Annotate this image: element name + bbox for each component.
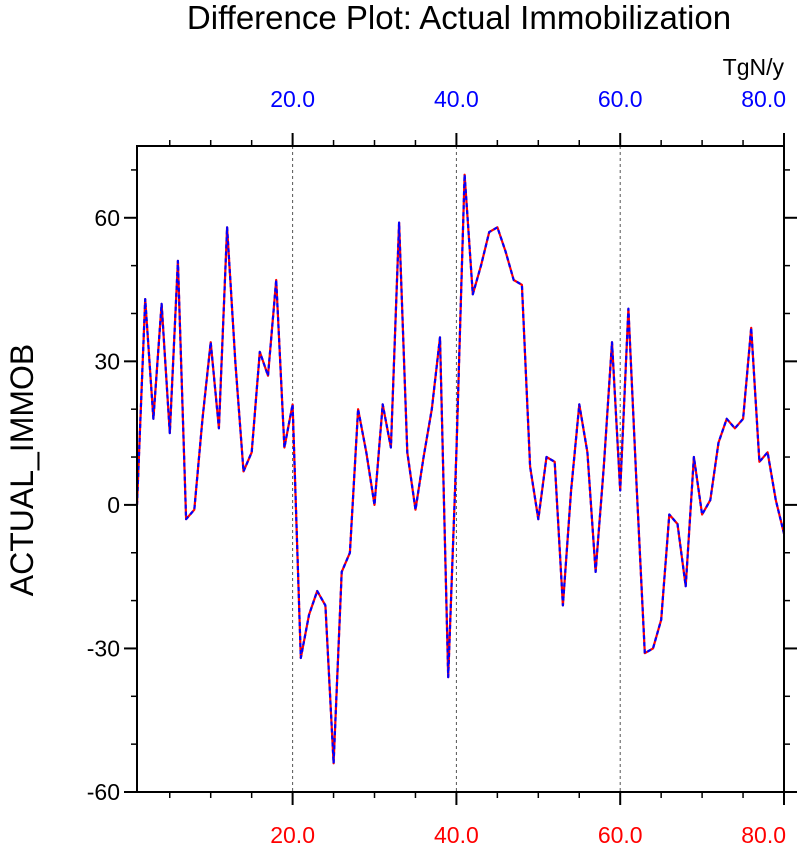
units-label: TgN/y (723, 54, 785, 80)
tick-labels: 60 30 0 -30 -60 20.0 20.0 40.0 40.0 60.0 60.0 80.0 8… (87, 86, 786, 848)
y-tick-label: 30 (94, 348, 120, 374)
series-lines (135, 173, 786, 765)
x-tick-label-bottom: 60.0 (598, 822, 643, 848)
y-axis-label: ACTUAL_IMMOB (4, 344, 40, 596)
x-tick-label-top: 40.0 (434, 86, 479, 112)
x-tick-label-top: 20.0 (270, 86, 315, 112)
series-line-2 (135, 173, 786, 765)
x-tick-label-bottom: 80.0 (741, 822, 786, 848)
series-line-1 (135, 173, 786, 765)
y-tick-label: 0 (107, 492, 120, 518)
x-tick-label-top: 80.0 (741, 86, 786, 112)
x-tick-label-top: 60.0 (598, 86, 643, 112)
y-tick-label: 60 (94, 205, 120, 231)
plot-frame (136, 145, 785, 793)
chart-title: Difference Plot: Actual Immobilization (187, 0, 731, 36)
y-tick-label: -60 (87, 779, 120, 805)
y-tick-label: -30 (87, 635, 120, 661)
x-tick-label-bottom: 40.0 (434, 822, 479, 848)
x-tick-label-bottom: 20.0 (270, 822, 315, 848)
